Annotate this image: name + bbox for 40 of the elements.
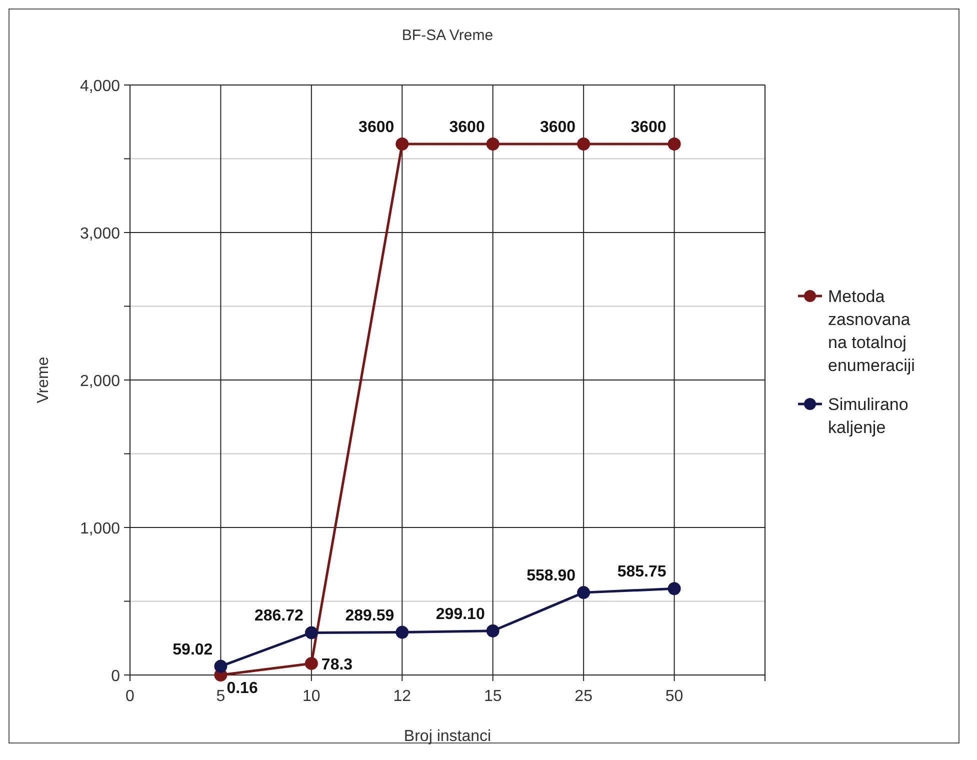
- data-label: 558.90: [526, 568, 576, 585]
- point: [577, 138, 590, 150]
- x-tick-label: 10: [302, 688, 320, 705]
- point: [304, 626, 318, 640]
- x-tick-label: 50: [665, 688, 684, 705]
- point: [396, 138, 409, 150]
- data-label: 78.3: [321, 656, 353, 674]
- data-label: 0.16: [226, 680, 258, 697]
- x-tick-label: 12: [393, 688, 412, 705]
- chart-title: BF-SA Vreme: [402, 27, 494, 44]
- y-tick-label: 3,000: [80, 226, 120, 242]
- data-label: 59.02: [172, 641, 213, 658]
- data-label: 3600: [449, 119, 485, 136]
- y-tick-label: 1,000: [80, 520, 120, 538]
- point: [486, 624, 500, 638]
- data-label: 299.10: [436, 606, 485, 623]
- x-tick-label: 0: [126, 688, 135, 705]
- legend-label: Simulirano kaljenje: [828, 395, 908, 437]
- data-label: 286.72: [254, 608, 304, 625]
- y-axis-title: Vreme: [35, 356, 52, 404]
- point: [668, 138, 681, 150]
- data-label: 3600: [540, 119, 576, 136]
- data-label: 3600: [630, 119, 666, 136]
- data-label: 289.59: [345, 607, 394, 624]
- point: [486, 138, 500, 150]
- x-axis-title: Broj instanci: [404, 728, 492, 745]
- data-label: 3600: [358, 119, 394, 136]
- x-tick-label: 15: [484, 688, 502, 705]
- x-tick-label: 25: [574, 688, 593, 705]
- y-tick-label: 4,000: [80, 78, 120, 95]
- point: [304, 656, 318, 670]
- data-label: 585.75: [617, 564, 666, 581]
- point: [577, 586, 590, 600]
- point: [396, 626, 409, 639]
- y-tick-label: 2,000: [80, 373, 120, 390]
- point: [214, 660, 228, 673]
- y-tick-label: 0: [111, 668, 120, 685]
- x-tick-label: 5: [216, 688, 226, 705]
- point: [668, 582, 681, 596]
- legend-label: Metoda zasnovana na totalnoj enumeraciji: [828, 287, 915, 375]
